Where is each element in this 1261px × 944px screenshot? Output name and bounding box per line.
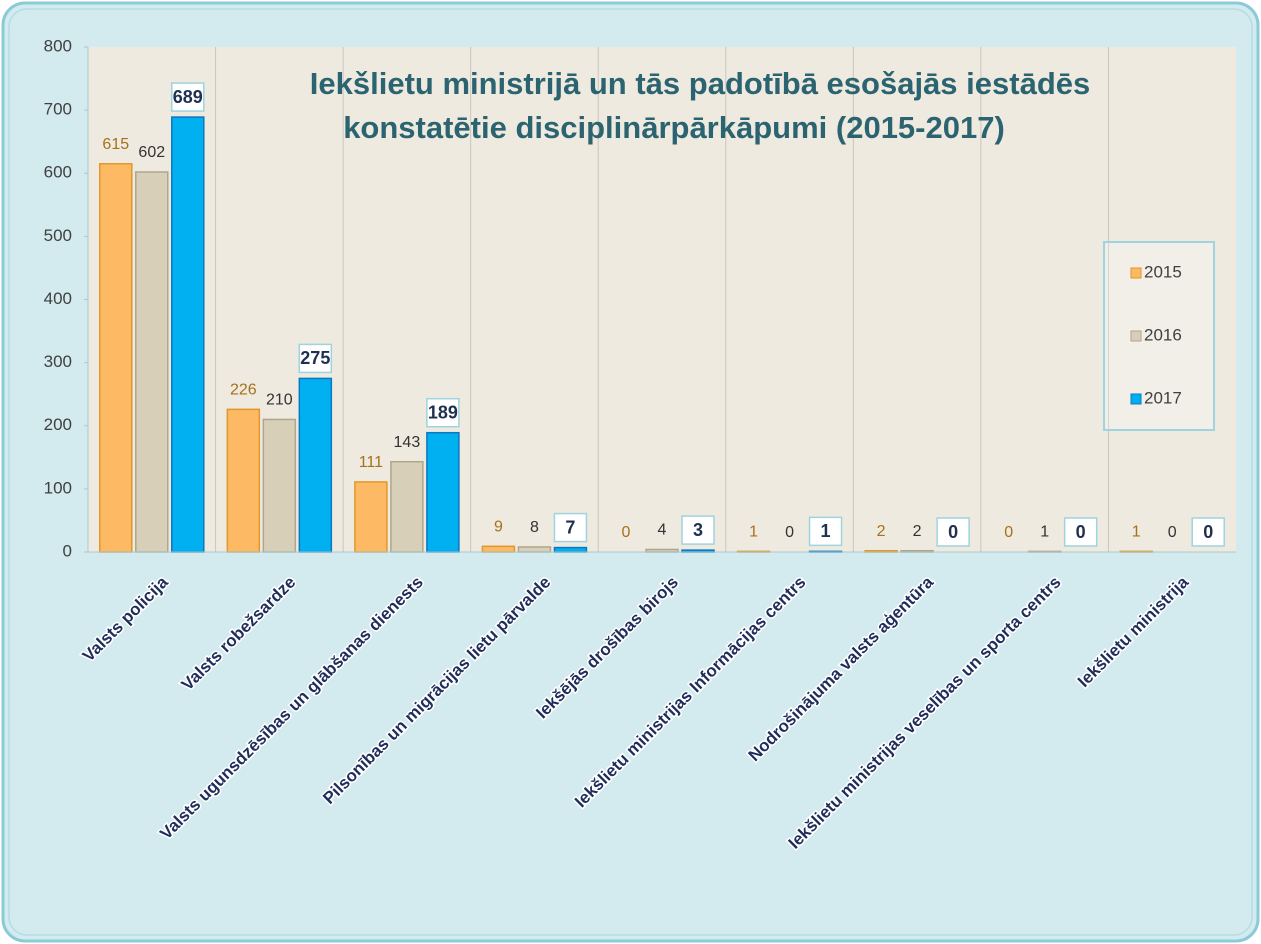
bar [298,377,333,553]
legend-swatch [1130,330,1142,342]
data-label: 8 [530,519,539,536]
data-label-box [171,82,205,112]
data-label: 615 [102,136,129,153]
data-label: 275 [300,348,330,368]
y-tick-label: 0 [63,541,72,560]
y-tick-label: 300 [44,352,72,371]
data-label: 2 [913,523,922,540]
bars [99,116,1153,553]
y-tick-label: 200 [44,415,72,434]
data-label: 111 [359,454,383,471]
legend-swatch [1130,393,1142,405]
y-tick-label: 800 [44,36,72,55]
data-label: 189 [428,402,458,422]
y-tick-label: 700 [44,100,72,119]
data-label-box [936,517,970,547]
data-label: 0 [1168,524,1177,541]
data-label: 7 [565,517,575,537]
bar [354,481,388,553]
data-label: 0 [622,524,631,541]
legend-box [1103,241,1215,431]
data-label: 689 [173,87,203,107]
bar [135,171,169,553]
grid [84,46,1109,553]
y-tick-label: 500 [44,226,72,245]
bar [426,431,460,553]
data-label-box [1063,517,1098,547]
frame-inner [8,8,1253,936]
y-tick-label: 100 [44,478,72,497]
data-label: 0 [1004,524,1013,541]
legend-label: 2015 [1144,262,1182,281]
data-label-box [426,397,460,428]
data-label: 0 [785,524,794,541]
data-label-box [298,343,333,374]
data-label: 1 [821,521,831,541]
data-label: 1 [1132,524,1141,541]
data-label: 3 [693,520,703,540]
data-label: 0 [1076,522,1086,542]
bar [481,545,516,553]
bar [553,546,588,553]
data-label: 2 [877,523,886,540]
data-label: 602 [138,144,165,161]
bar [226,408,261,553]
legend-label: 2017 [1144,388,1182,407]
data-label-box [808,516,843,547]
data-label: 0 [1203,522,1213,542]
bar [99,163,133,553]
data-label: 226 [230,382,257,399]
data-label-box [553,512,588,543]
data-label: 143 [394,434,421,451]
data-label: 9 [494,519,503,536]
chart-title: Iekšlietu ministrijā un tās padotībā eso… [310,66,1090,101]
data-label: 1 [749,524,758,541]
data-label: 210 [266,392,293,409]
data-label-box [1191,517,1225,547]
y-tick-label: 400 [44,289,72,308]
data-label: 4 [658,522,667,539]
bar [171,116,205,553]
bar [390,460,424,553]
chart-title: konstatētie disciplinārpārkāpumi (2015-2… [343,110,1005,145]
data-label: 0 [948,522,958,542]
legend-label: 2016 [1144,325,1182,344]
y-tick-label: 600 [44,163,72,182]
legend-swatch [1130,267,1142,279]
data-label: 1 [1040,524,1049,541]
data-label-box [681,515,715,545]
bar [517,546,552,553]
bar [262,418,297,553]
